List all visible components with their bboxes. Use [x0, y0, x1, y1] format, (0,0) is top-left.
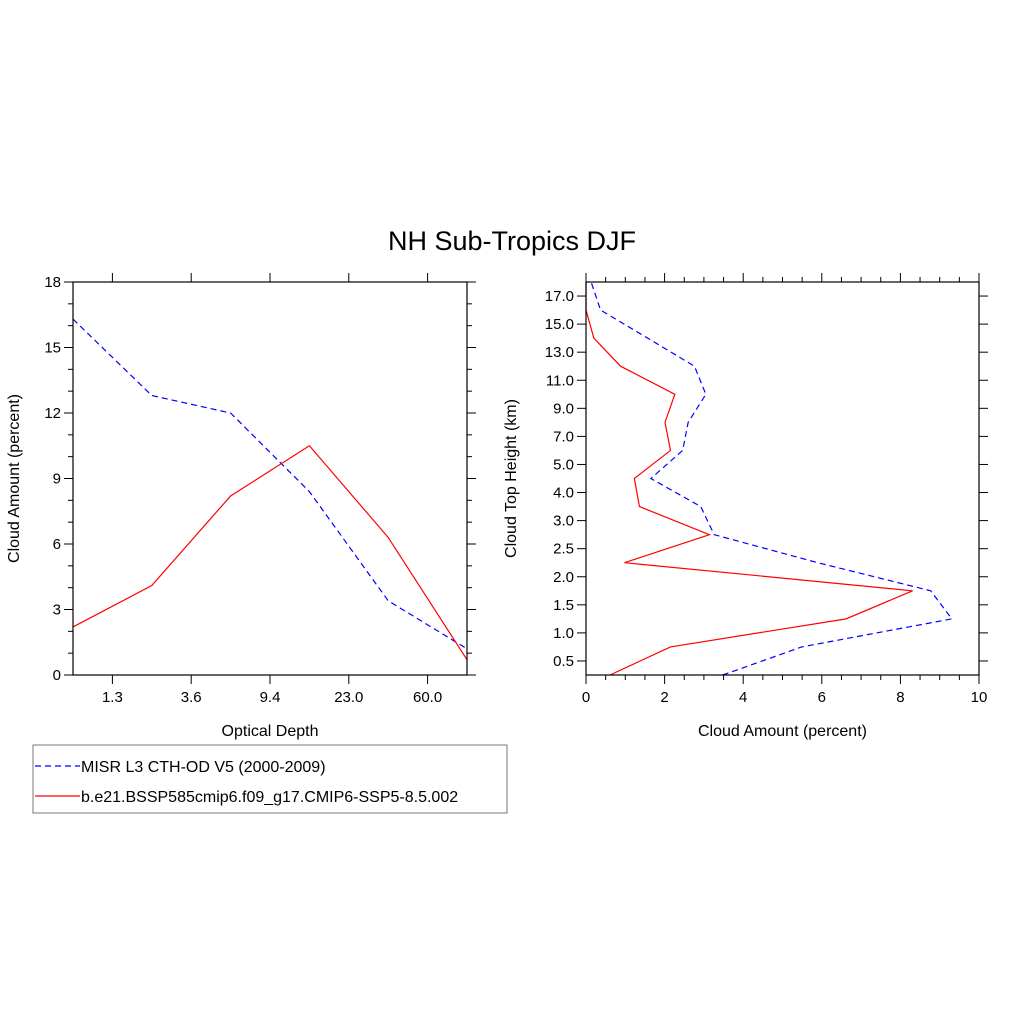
series-line-obs — [590, 281, 953, 676]
left-plot: 0 3 6 9 12 15 18 1.3 3.6 9.4 23.0 60.0 Optical Depth… — [6, 273, 476, 740]
series-line-model — [72, 444, 468, 661]
x-tick-label: 2 — [660, 689, 668, 706]
x-axis-label: Cloud Amount (percent) — [698, 723, 867, 740]
x-tick-label: 8 — [896, 689, 904, 706]
x-tick-label: 60.0 — [413, 689, 442, 706]
y-tick-label: 17.0 — [545, 288, 574, 305]
x-tick-label: 23.0 — [334, 689, 363, 706]
y-tick-label: 11.0 — [546, 372, 574, 389]
legend-box — [32, 744, 508, 814]
x-axis-label: Optical Depth — [222, 723, 319, 740]
right-plot: 0 2 4 6 8 10 0.5 1.0 1.5 2.0 2.5 3.0 4.0 5.0 7.0 9.0 11.… — [503, 273, 988, 740]
x-tick-label: 9.4 — [260, 689, 281, 706]
plot-frame — [72, 281, 468, 676]
legend: MISR L3 CTH-OD V5 (2000-2009) b.e21.BSSP… — [32, 744, 508, 814]
y-tick-label: 18 — [44, 274, 61, 291]
x-tick-label: 10 — [971, 689, 988, 706]
y-tick-label: 9 — [53, 471, 61, 488]
y-tick-label: 0.5 — [553, 653, 574, 670]
y-tick-label: 15 — [44, 340, 61, 357]
y-tick-label: 9.0 — [553, 400, 574, 417]
x-tick-label: 4 — [739, 689, 747, 706]
x-tick-label: 3.6 — [181, 689, 202, 706]
series-line-model — [585, 282, 913, 676]
y-tick-label: 5.0 — [553, 456, 574, 473]
y-tick-label: 1.0 — [553, 625, 574, 642]
x-tick-label: 1.3 — [102, 689, 123, 706]
plot-frame — [585, 281, 980, 676]
y-tick-label: 15.0 — [545, 316, 574, 333]
y-tick-label: 2.0 — [553, 569, 574, 586]
y-tick-label: 4.0 — [553, 485, 574, 502]
series-line-obs — [72, 318, 468, 650]
y-axis-label: Cloud Amount (percent) — [6, 394, 23, 563]
y-tick-label: 13.0 — [545, 344, 574, 361]
legend-label-model: b.e21.BSSP585cmip6.f09_g17.CMIP6-SSP5-8.… — [81, 789, 458, 806]
legend-label-obs: MISR L3 CTH-OD V5 (2000-2009) — [81, 759, 326, 776]
y-tick-label: 0 — [53, 667, 61, 684]
y-tick-label: 3.0 — [553, 513, 574, 530]
y-tick-label: 7.0 — [553, 428, 574, 445]
chart-title: NH Sub-Tropics DJF — [388, 226, 636, 256]
y-tick-label: 2.5 — [553, 541, 574, 558]
y-tick-label: 3 — [53, 602, 61, 619]
x-tick-label: 6 — [818, 689, 826, 706]
y-tick-label: 1.5 — [553, 597, 574, 614]
x-tick-label: 0 — [582, 689, 590, 706]
y-axis-label: Cloud Top Height (km) — [503, 399, 520, 558]
y-tick-label: 12 — [44, 405, 61, 422]
y-tick-label: 6 — [53, 536, 61, 553]
